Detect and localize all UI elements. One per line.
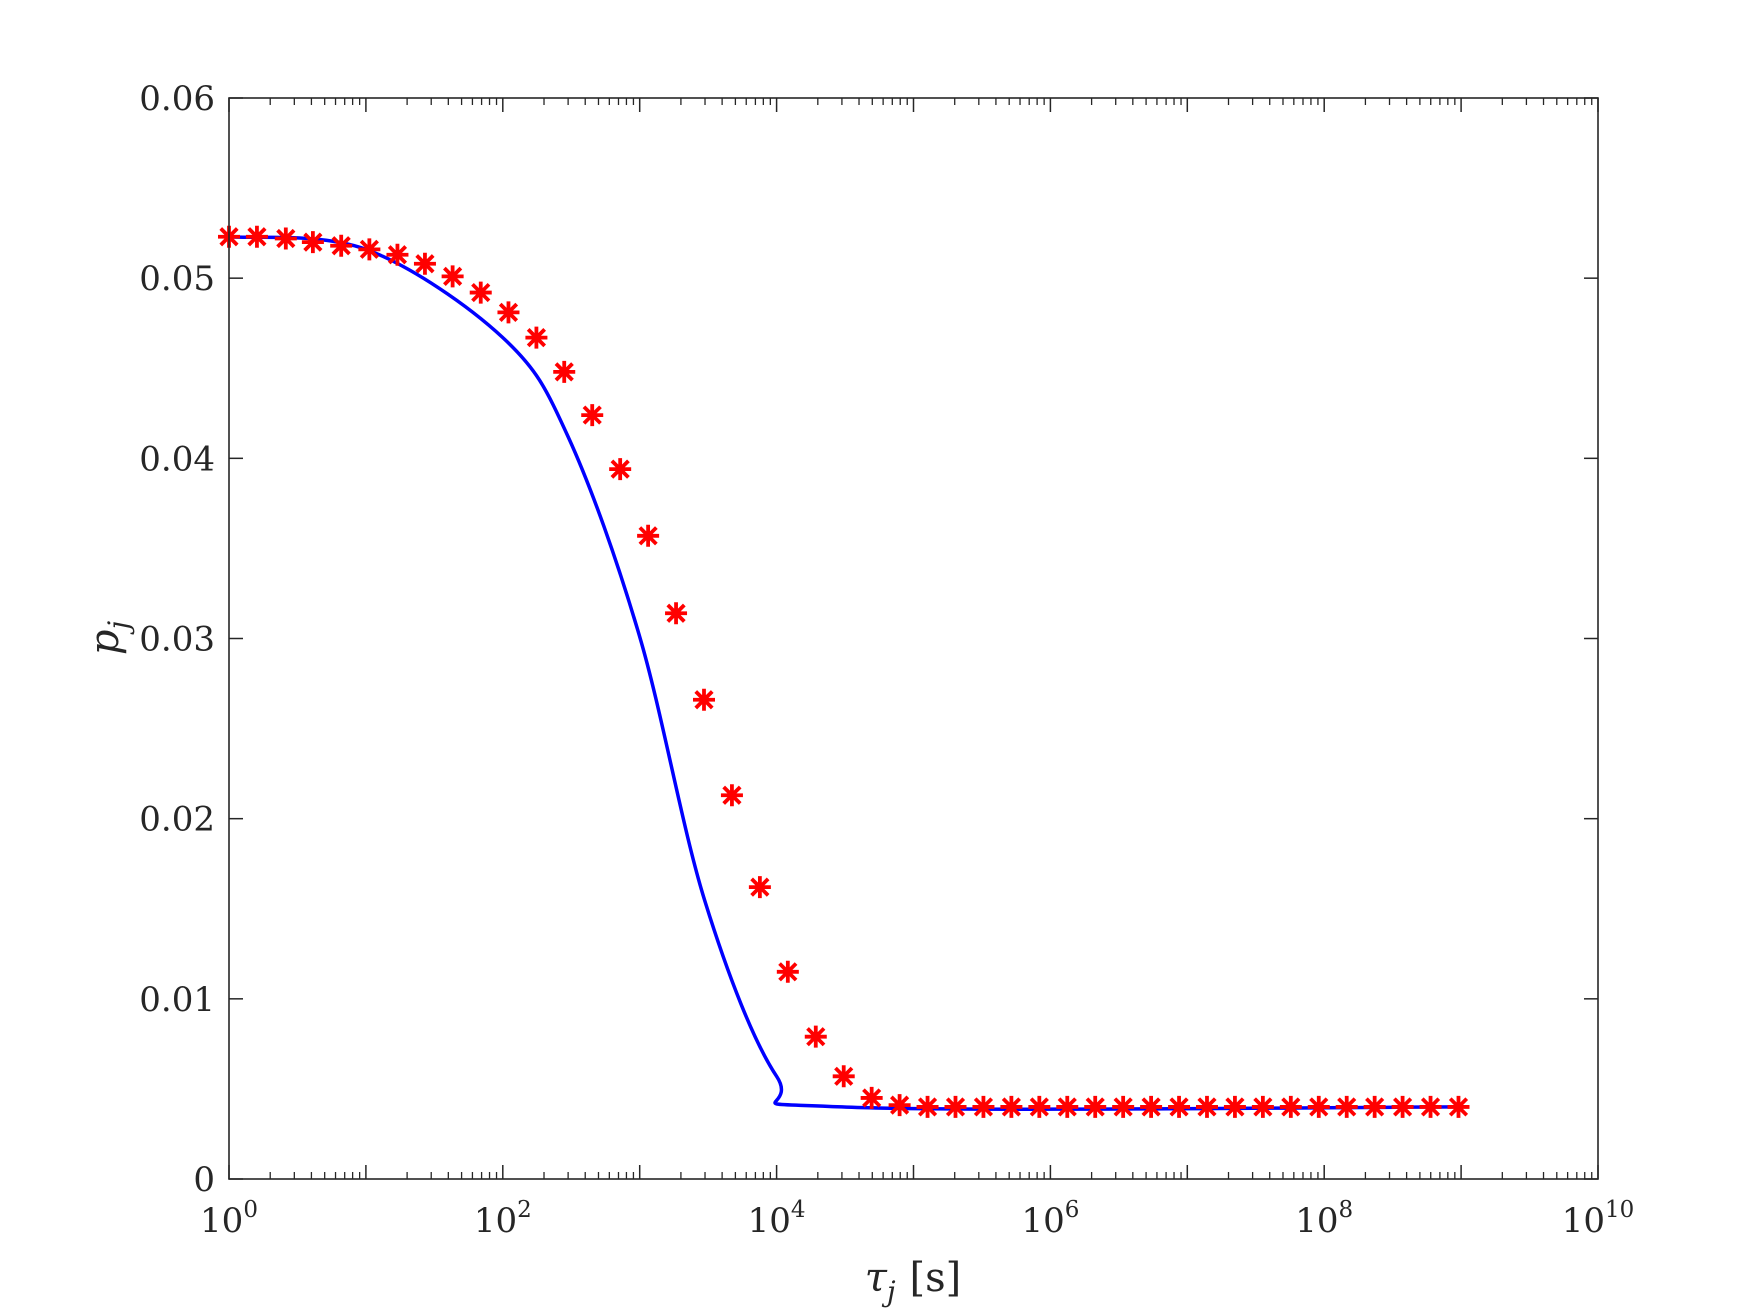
data-point — [1447, 1095, 1470, 1118]
data-point — [665, 602, 688, 625]
data-point — [748, 876, 771, 899]
x-tick-base: 10 — [1562, 1201, 1605, 1241]
x-axis-label: τj [s] — [865, 1255, 962, 1308]
y-tick-labels: 0 0.01 0.02 0.03 0.04 0.05 0.06 — [139, 79, 215, 1200]
x-tick-exponent: 0 — [243, 1197, 258, 1223]
x-tick-exponent: 4 — [791, 1197, 806, 1223]
x-axis-unit: [s] — [910, 1255, 962, 1301]
data-point — [1084, 1095, 1107, 1118]
data-point — [301, 231, 324, 254]
data-point — [1000, 1095, 1023, 1118]
y-tick-label: 0.03 — [139, 620, 215, 660]
data-point — [1279, 1095, 1302, 1118]
data-point — [330, 234, 353, 257]
x-tick-base: 10 — [474, 1201, 517, 1241]
data-point — [860, 1086, 883, 1109]
data-point — [413, 252, 436, 275]
y-tick-label: 0.06 — [139, 79, 215, 119]
series-line-group — [228, 234, 1462, 1111]
data-point — [1140, 1095, 1163, 1118]
data-point — [1056, 1095, 1079, 1118]
data-point — [1391, 1095, 1414, 1118]
y-axis-label: pj — [82, 621, 135, 656]
data-point — [1028, 1095, 1051, 1118]
data-point — [776, 960, 799, 983]
y-tick-label: 0.01 — [139, 980, 215, 1020]
data-point — [804, 1025, 827, 1048]
x-tick-base: 10 — [748, 1201, 791, 1241]
x-tick-label: 108 — [1295, 1197, 1353, 1241]
x-tick-label: 106 — [1021, 1197, 1079, 1241]
data-point — [1363, 1095, 1386, 1118]
data-point — [525, 326, 548, 349]
data-point — [609, 458, 632, 481]
x-tick-exponent: 6 — [1065, 1197, 1080, 1223]
data-point — [274, 227, 297, 250]
data-point — [441, 265, 464, 288]
x-axis-symbol: τ — [865, 1255, 888, 1301]
x-tick-labels: 100 102 104 106 108 1010 — [200, 1197, 1634, 1241]
plot-frame — [228, 97, 1599, 1180]
minor-ticks — [269, 98, 1593, 1179]
data-point — [720, 784, 743, 807]
x-tick-base: 10 — [200, 1201, 243, 1241]
data-point — [553, 360, 576, 383]
x-tick-base: 10 — [1295, 1201, 1338, 1241]
plot-area — [229, 98, 1598, 1179]
data-point — [888, 1094, 911, 1117]
data-point — [358, 238, 381, 261]
data-point — [245, 225, 268, 248]
data-point — [1419, 1095, 1442, 1118]
x-tick-exponent: 10 — [1605, 1197, 1634, 1223]
data-point — [581, 404, 604, 427]
data-point — [469, 281, 492, 304]
data-point — [497, 301, 520, 324]
data-point — [916, 1095, 939, 1118]
data-point — [1195, 1095, 1218, 1118]
y-tick-label: 0 — [193, 1160, 215, 1200]
data-point — [1307, 1095, 1330, 1118]
x-tick-exponent: 2 — [517, 1197, 532, 1223]
data-point — [972, 1095, 995, 1118]
x-tick-label: 102 — [474, 1197, 532, 1241]
data-point — [637, 524, 660, 547]
data-point — [692, 688, 715, 711]
y-tick-label: 0.02 — [139, 800, 215, 840]
x-tick-base: 10 — [1021, 1201, 1064, 1241]
x-tick-exponent: 8 — [1339, 1197, 1354, 1223]
y-tick-label: 0.05 — [139, 259, 215, 299]
x-tick-label: 100 — [200, 1197, 258, 1241]
data-point — [1223, 1095, 1246, 1118]
data-point — [386, 243, 409, 266]
data-point — [1168, 1095, 1191, 1118]
data-point — [832, 1065, 855, 1088]
x-tick-label: 1010 — [1562, 1197, 1635, 1241]
data-point — [1251, 1095, 1274, 1118]
y-axis-symbol: p — [82, 630, 128, 656]
data-point — [1112, 1095, 1135, 1118]
x-tick-label: 104 — [748, 1197, 806, 1241]
data-point — [1335, 1095, 1358, 1118]
series-line — [228, 234, 1462, 1111]
y-tick-label: 0.04 — [139, 439, 215, 479]
data-point — [944, 1095, 967, 1118]
